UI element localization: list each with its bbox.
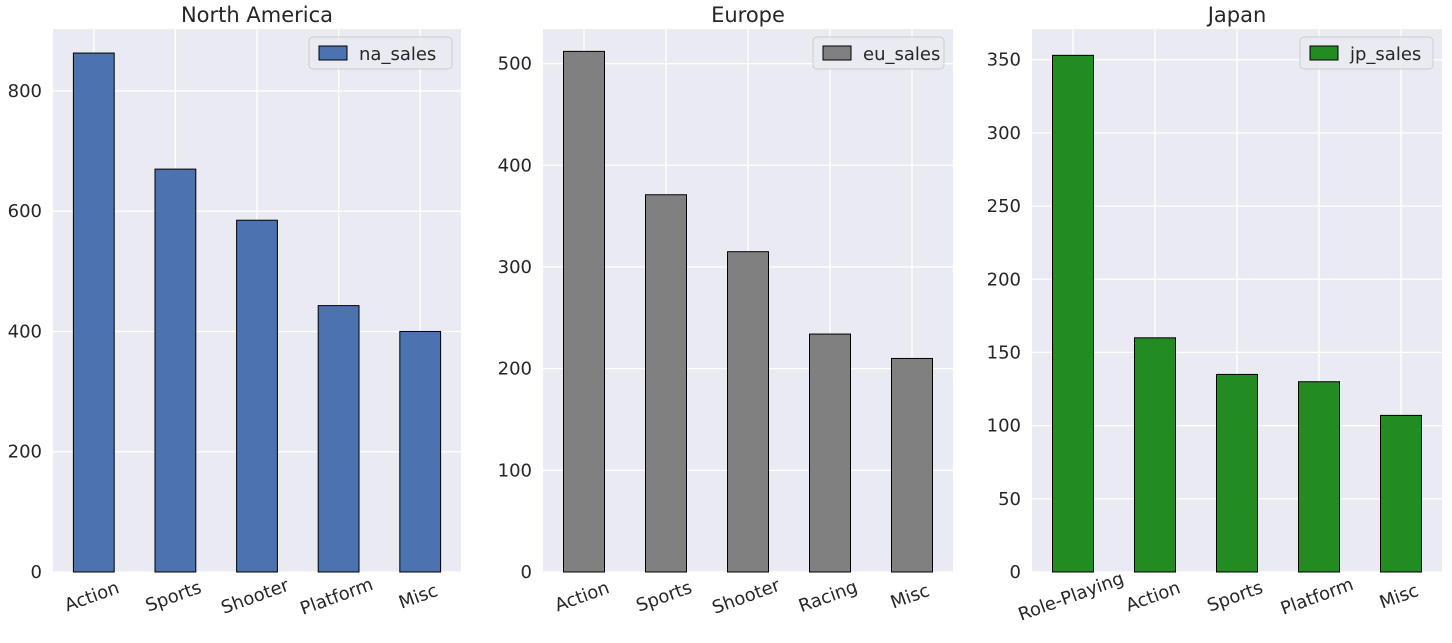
x-tick-label: Platform [297, 574, 376, 620]
bar [1380, 414, 1422, 573]
bar [317, 305, 360, 573]
bar [1134, 337, 1176, 573]
y-tick-label: 200 [8, 442, 42, 463]
x-tick-label: Shooter [709, 575, 783, 619]
bar [809, 333, 851, 573]
bar [1052, 54, 1094, 573]
x-tick-label: Role-Playing [1016, 568, 1127, 626]
y-tick-label: 200 [498, 359, 532, 380]
bar [399, 330, 442, 573]
bar [1298, 381, 1340, 573]
legend-swatch [822, 45, 852, 61]
x-tick-label: Action [1123, 577, 1183, 616]
y-tick-label: 350 [987, 50, 1021, 71]
y-tick-label: 0 [521, 562, 532, 583]
x-tick-label: Sports [143, 577, 204, 616]
y-tick-label: 150 [987, 342, 1021, 363]
bar [72, 52, 115, 573]
x-tick-label: Misc [1377, 580, 1422, 613]
x-tick-label: Action [62, 577, 122, 616]
legend-swatch [318, 45, 348, 61]
y-tick-label: 0 [1010, 562, 1021, 583]
panel-1: 0 100 200 300 400 500 Action Sports Shooter Racin… [498, 3, 953, 619]
legend-box [308, 36, 453, 70]
y-tick-label: 500 [498, 54, 532, 75]
y-tick-label: 100 [987, 416, 1021, 437]
y-tick-label: 250 [987, 196, 1021, 217]
legend: jp_sales [1299, 36, 1434, 70]
chart-title: Japan [1206, 3, 1267, 27]
y-tick-label: 400 [498, 155, 532, 176]
bar [727, 251, 769, 573]
y-tick-label: 0 [31, 562, 42, 583]
legend-label: jp_sales [1349, 44, 1421, 65]
x-tick-label: Misc [396, 580, 441, 613]
legend-label: eu_sales [863, 44, 940, 65]
legend-label: na_sales [359, 44, 436, 65]
x-tick-label: Misc [888, 580, 933, 613]
x-tick-label: Shooter [218, 575, 292, 619]
chart-title: North America [181, 3, 333, 27]
chart-title: Europe [711, 3, 785, 27]
bar [236, 219, 278, 573]
y-tick-label: 50 [998, 489, 1021, 510]
bar [154, 168, 197, 573]
y-tick-label: 100 [498, 460, 532, 481]
legend-box [812, 36, 945, 70]
y-tick-label: 600 [8, 201, 42, 222]
legend-box [1299, 36, 1434, 70]
y-tick-label: 400 [8, 321, 42, 342]
x-tick-label: Sports [633, 577, 694, 616]
x-tick-label: Action [552, 577, 612, 616]
panel-0: 0 200 400 600 800 Action Sports Shooter Platform… [8, 3, 461, 620]
x-tick-label: Sports [1204, 577, 1265, 616]
bar [1216, 373, 1258, 573]
y-tick-label: 800 [8, 81, 42, 102]
legend: na_sales [308, 36, 453, 70]
bar [891, 357, 933, 573]
y-tick-label: 300 [987, 123, 1021, 144]
bar [645, 194, 687, 573]
legend: eu_sales [812, 36, 945, 70]
x-tick-label: Racing [796, 577, 860, 618]
x-tick-label: Platform [1278, 574, 1357, 620]
bar [563, 50, 605, 573]
legend-swatch [1309, 45, 1339, 61]
y-tick-label: 200 [987, 269, 1021, 290]
y-tick-label: 300 [498, 257, 532, 278]
